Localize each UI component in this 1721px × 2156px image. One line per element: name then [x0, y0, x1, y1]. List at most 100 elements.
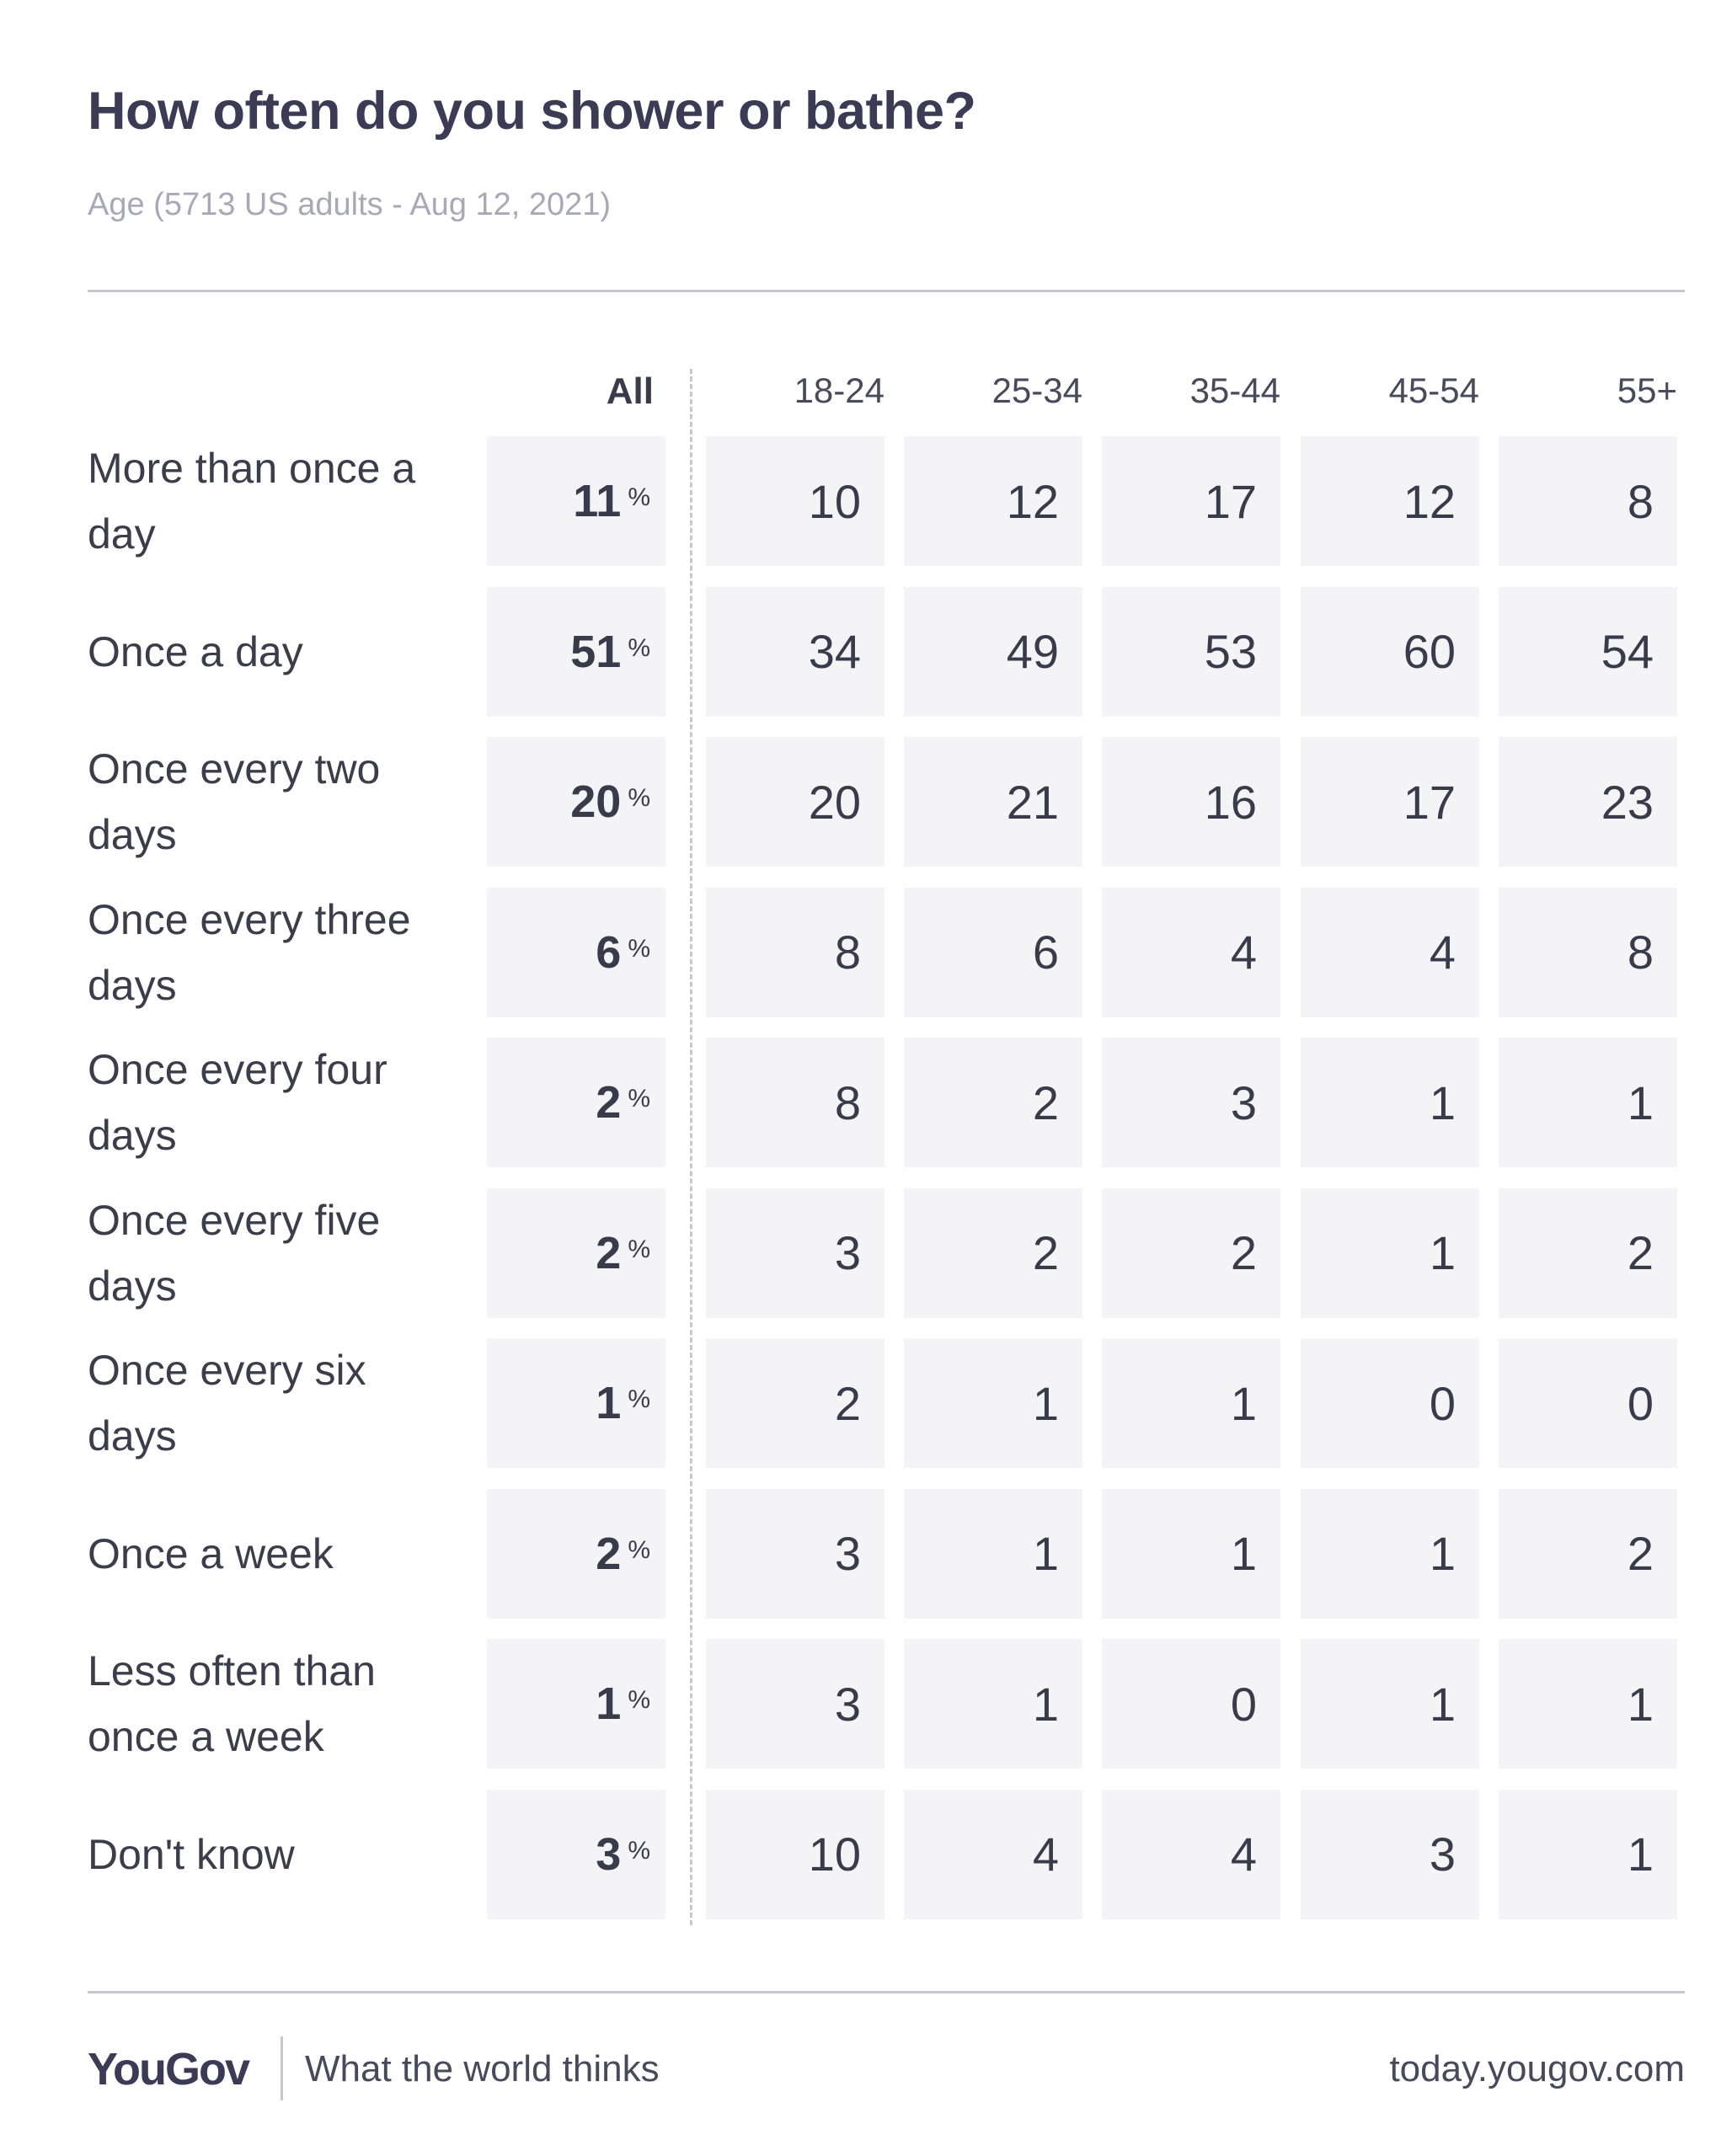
value-cell: 1: [1499, 1639, 1677, 1769]
cell-value: 0: [1627, 1376, 1654, 1430]
value-cell-all: 1%: [487, 1639, 665, 1769]
cell-value: 0: [1429, 1376, 1456, 1430]
cell-value: 6: [1032, 926, 1059, 979]
value-cell: 3: [706, 1639, 885, 1769]
percent-sign: %: [628, 1385, 650, 1413]
value-cell-all: 6%: [487, 887, 665, 1017]
value-cell: 1: [1499, 1789, 1677, 1919]
cell-value: 3: [1230, 1075, 1257, 1129]
value-cell-all: 3%: [487, 1789, 665, 1919]
cell-value: 1: [1032, 1376, 1059, 1430]
cell-value: 2: [596, 1227, 622, 1278]
value-cell: 54: [1499, 586, 1677, 717]
value-cell: 60: [1301, 586, 1479, 717]
value-cell: 1: [1301, 1187, 1479, 1318]
value-cell: 2: [904, 1038, 1082, 1167]
value-cell: 8: [1499, 887, 1677, 1017]
row-label: Don't know: [88, 1830, 295, 1878]
row-label: Once every five days: [88, 1196, 381, 1310]
value-cell: 16: [1102, 737, 1280, 867]
cell-value: 51: [570, 626, 622, 677]
column-header-55plus: 55+: [1617, 371, 1677, 410]
percent-sign: %: [628, 1686, 650, 1714]
value-cell: 34: [706, 586, 885, 717]
cell-value: 17: [1204, 474, 1257, 528]
cell-value: 2: [1627, 1226, 1654, 1279]
column-header-25-34: 25-34: [991, 371, 1082, 410]
value-cell: 1: [1102, 1488, 1280, 1619]
cell-value: 1: [1032, 1677, 1059, 1731]
yougov-logo[interactable]: YouGov: [88, 2044, 250, 2095]
value-cell: 10: [706, 1789, 885, 1919]
percent-sign: %: [628, 1836, 650, 1865]
cell-value: 10: [808, 474, 861, 528]
cell-value: 1: [1429, 1226, 1456, 1279]
value-cell: 3: [706, 1488, 885, 1619]
value-cell: 0: [1301, 1338, 1479, 1468]
top-divider: [88, 290, 1685, 292]
row-label: More than once a day: [88, 445, 416, 558]
value-cell: 1: [1301, 1038, 1479, 1167]
value-cell: 17: [1102, 436, 1280, 566]
value-cell-all: 1%: [487, 1338, 665, 1468]
value-cell: 2: [1499, 1187, 1677, 1318]
value-cell: 23: [1499, 737, 1677, 867]
cell-value: 2: [1032, 1075, 1059, 1129]
value-cell-all: 20%: [487, 737, 665, 867]
row-label: Once a day: [88, 627, 303, 675]
value-cell: 53: [1102, 586, 1280, 717]
cell-value: 17: [1403, 775, 1456, 829]
row-label: Once every three days: [88, 895, 411, 1009]
footer-url-link[interactable]: today.yougov.com: [1389, 2048, 1685, 2089]
cell-value: 3: [596, 1828, 622, 1880]
value-cell: 3: [1102, 1038, 1280, 1167]
value-cell-all: 11%: [487, 436, 665, 566]
cell-value: 1: [1429, 1677, 1456, 1731]
cell-value: 4: [1032, 1828, 1059, 1881]
value-cell: 2: [706, 1338, 885, 1468]
row-label: Once every four days: [88, 1046, 387, 1159]
cell-value: 10: [808, 1828, 861, 1881]
footer-separator: [281, 2036, 283, 2100]
value-cell: 21: [904, 737, 1082, 867]
value-cell-all: 2%: [487, 1038, 665, 1167]
value-cell: 1: [904, 1488, 1082, 1619]
value-cell: 6: [904, 887, 1082, 1017]
value-cell: 4: [1301, 887, 1479, 1017]
value-cell: 3: [706, 1187, 885, 1318]
value-cell: 49: [904, 586, 1082, 717]
cell-value: 4: [1230, 926, 1257, 979]
value-cell: 1: [904, 1338, 1082, 1468]
row-label: Once every two days: [88, 745, 381, 858]
value-cell: 12: [1301, 436, 1479, 566]
cell-value: 1: [596, 1378, 622, 1428]
cell-value: 0: [1230, 1677, 1257, 1731]
value-cell-all: 2%: [487, 1488, 665, 1619]
cell-value: 2: [1627, 1527, 1654, 1580]
value-cell: 1: [1301, 1639, 1479, 1769]
cell-value: 8: [1627, 926, 1654, 979]
value-cell: 1: [1301, 1488, 1479, 1619]
value-cell: 4: [904, 1789, 1082, 1919]
cell-value: 3: [834, 1226, 861, 1279]
value-cell: 3: [1301, 1789, 1479, 1919]
cell-value: 49: [1006, 625, 1059, 678]
cell-value: 12: [1006, 474, 1059, 528]
value-cell: 0: [1102, 1639, 1280, 1769]
value-cell: 10: [706, 436, 885, 566]
cell-value: 4: [1429, 926, 1456, 979]
cell-value: 3: [834, 1527, 861, 1580]
cell-value: 20: [808, 775, 861, 829]
cell-value: 8: [1627, 474, 1654, 528]
percent-sign: %: [628, 1085, 650, 1113]
value-cell-all: 51%: [487, 586, 665, 717]
cell-value: 2: [1230, 1226, 1257, 1279]
percent-sign: %: [628, 1235, 650, 1263]
percent-sign: %: [628, 784, 650, 812]
column-header-all: All: [606, 371, 654, 412]
value-cell: 4: [1102, 887, 1280, 1017]
value-cell: 1: [904, 1639, 1082, 1769]
value-cell: 20: [706, 737, 885, 867]
cell-value: 20: [570, 776, 622, 827]
cell-value: 1: [1627, 1677, 1654, 1731]
